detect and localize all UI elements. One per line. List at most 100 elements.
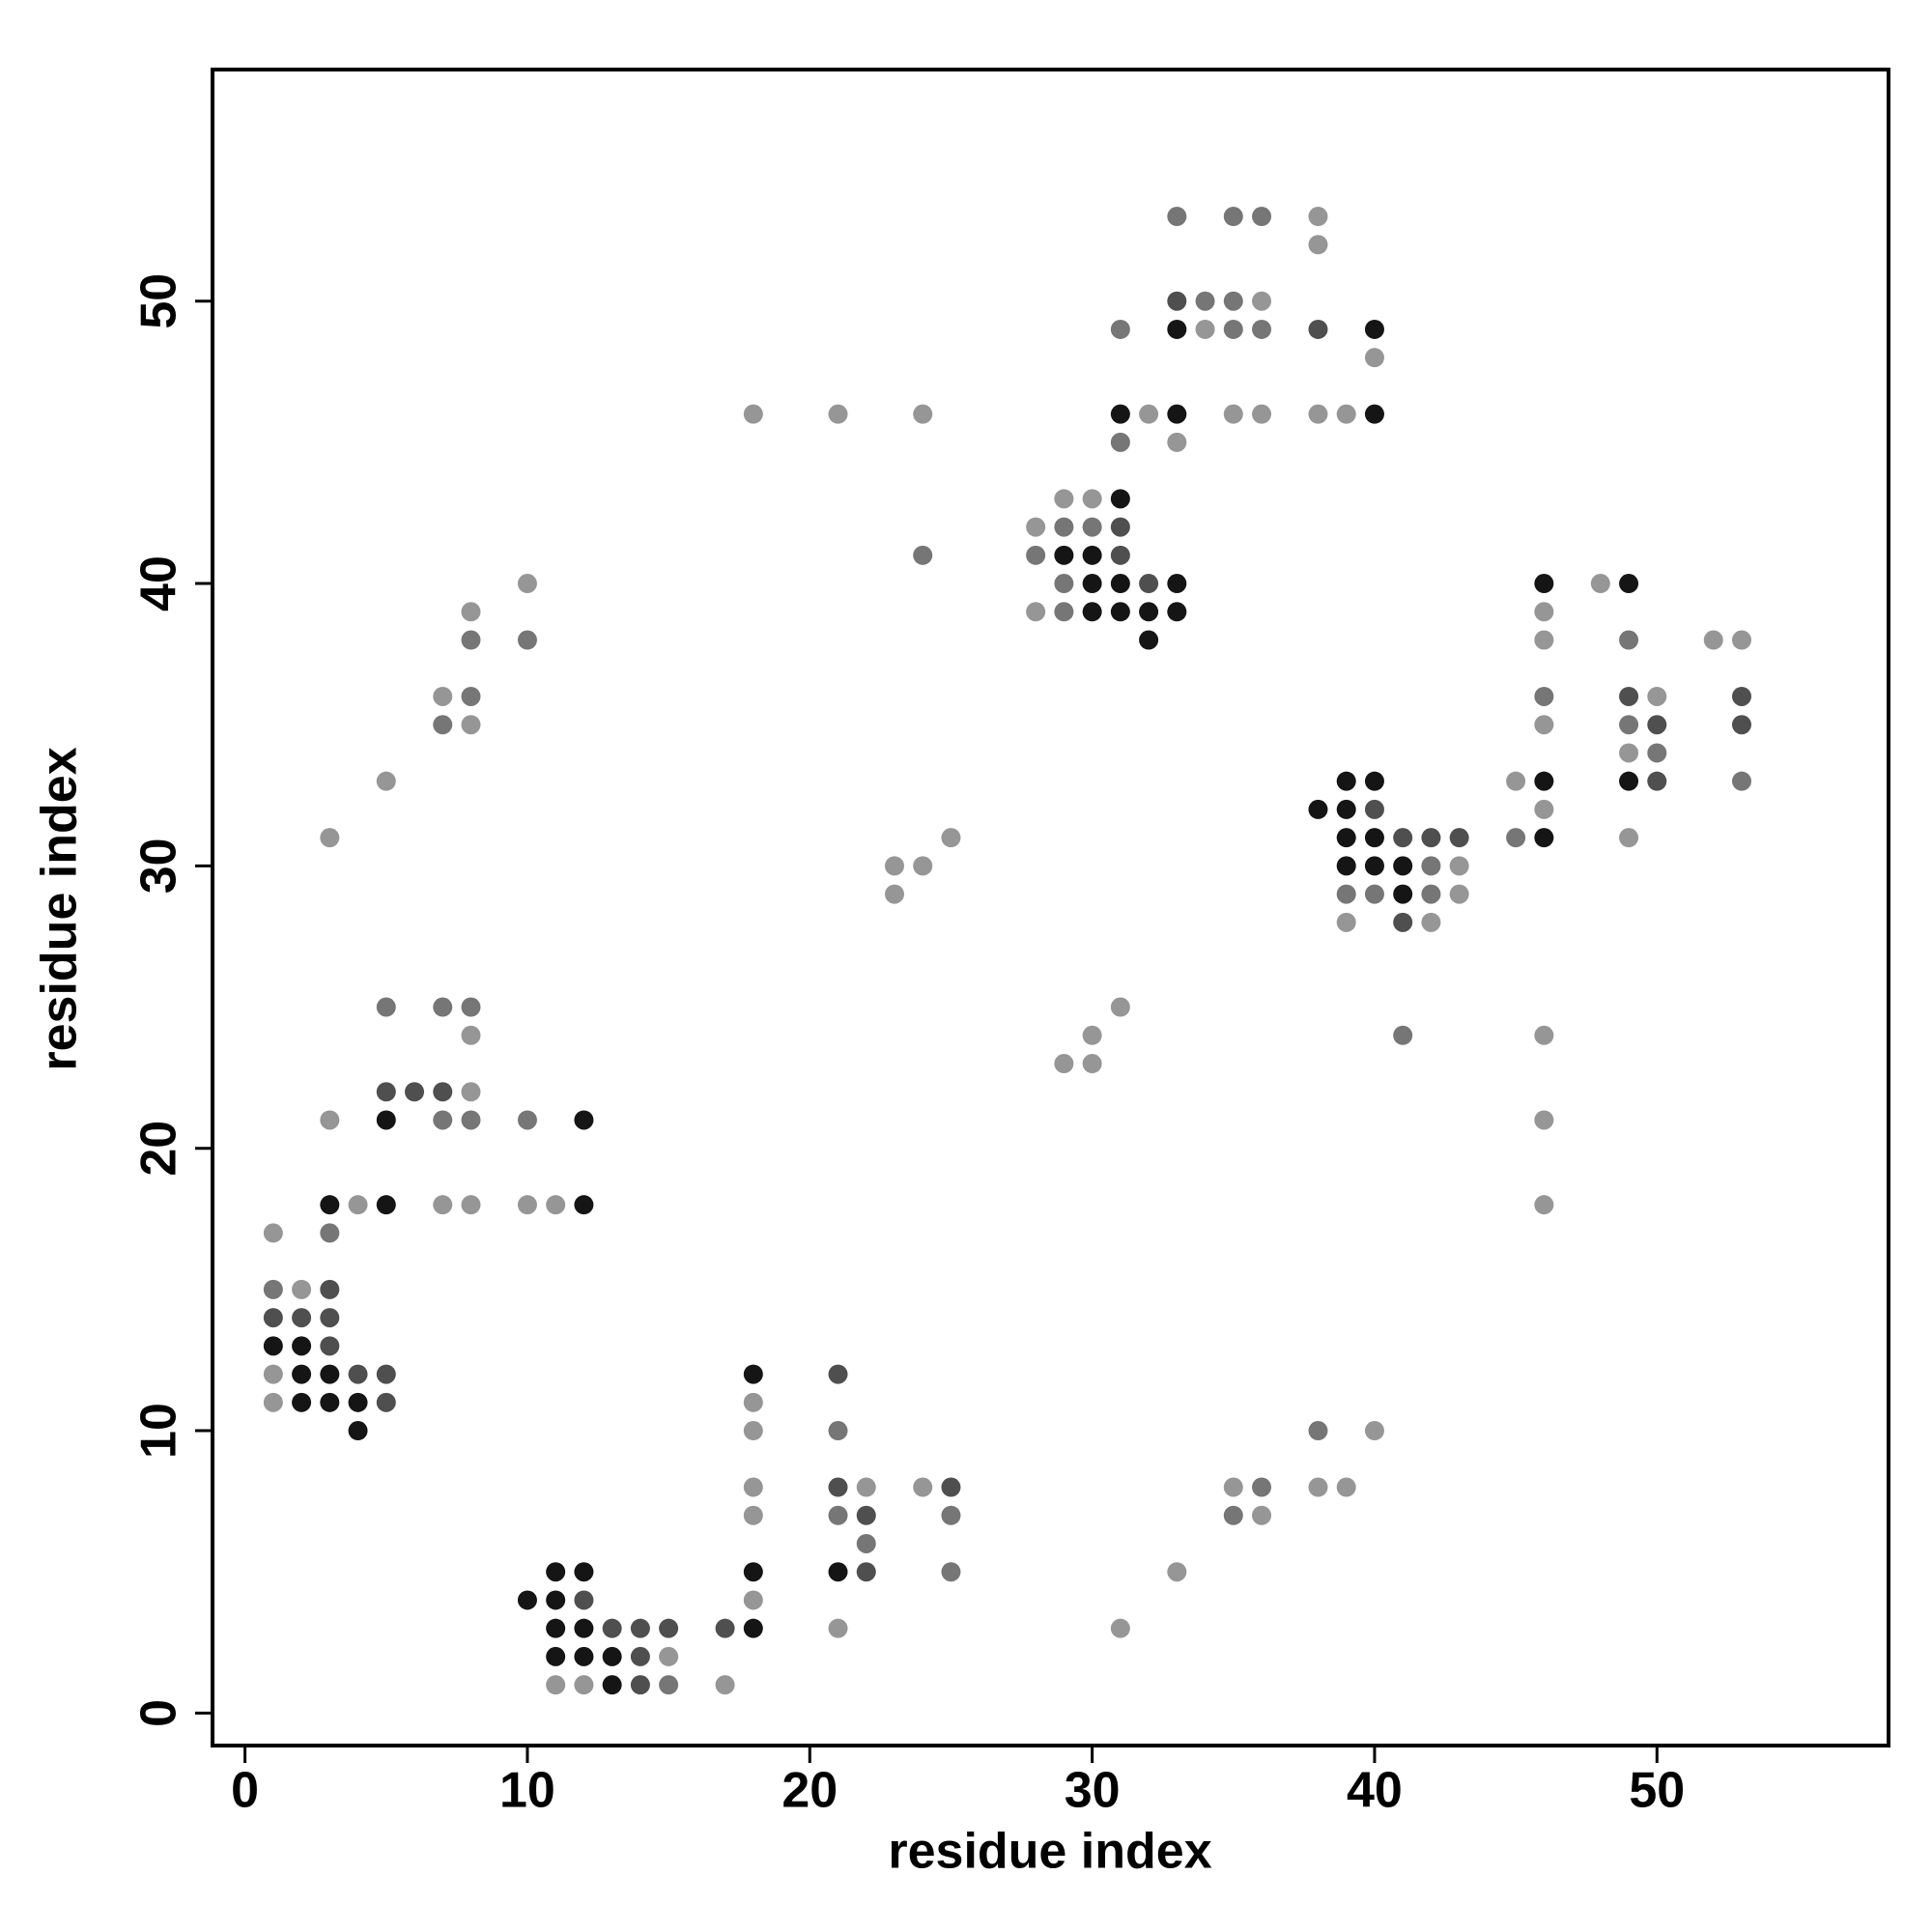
- point: [433, 997, 453, 1017]
- point: [715, 1618, 735, 1638]
- point: [1223, 1477, 1243, 1497]
- point: [292, 1308, 312, 1328]
- point: [1082, 574, 1102, 594]
- point: [1110, 319, 1130, 339]
- point: [1336, 1477, 1356, 1497]
- point: [1647, 715, 1667, 735]
- point: [659, 1675, 679, 1695]
- point: [1364, 1421, 1384, 1441]
- point: [1308, 207, 1328, 227]
- point: [715, 1675, 735, 1695]
- point: [1393, 884, 1413, 904]
- point: [263, 1223, 283, 1243]
- point: [1054, 574, 1074, 594]
- point: [1364, 828, 1384, 848]
- point: [1421, 828, 1441, 848]
- point: [1223, 207, 1243, 227]
- point: [1110, 489, 1130, 509]
- point: [1590, 574, 1610, 594]
- point: [1054, 545, 1074, 565]
- point: [1223, 291, 1243, 311]
- point: [1167, 1562, 1187, 1582]
- point: [517, 1590, 537, 1610]
- point: [856, 1505, 876, 1525]
- point: [1110, 432, 1130, 452]
- point: [1026, 602, 1046, 622]
- point: [1054, 602, 1074, 622]
- point: [1308, 1421, 1328, 1441]
- point: [1731, 715, 1751, 735]
- point: [546, 1195, 566, 1215]
- point: [1167, 602, 1187, 622]
- y-tick-label: 20: [131, 1121, 187, 1177]
- point: [1139, 574, 1159, 594]
- point: [1619, 574, 1639, 594]
- point: [1139, 602, 1159, 622]
- point: [263, 1336, 283, 1356]
- point: [1364, 319, 1384, 339]
- point: [1082, 1025, 1102, 1045]
- point: [1703, 630, 1723, 650]
- point: [743, 1562, 763, 1582]
- point: [913, 404, 933, 424]
- point: [1421, 884, 1441, 904]
- point: [1731, 771, 1751, 791]
- x-tick-label: 20: [781, 1763, 838, 1819]
- point: [1167, 207, 1187, 227]
- point: [546, 1562, 566, 1582]
- point: [1082, 602, 1102, 622]
- point: [1110, 574, 1130, 594]
- point: [461, 1195, 481, 1215]
- point: [292, 1392, 312, 1412]
- point: [1082, 545, 1102, 565]
- y-tick-label: 0: [131, 1699, 187, 1727]
- point: [292, 1279, 312, 1299]
- point: [1336, 404, 1356, 424]
- point: [1393, 828, 1413, 848]
- point: [1110, 404, 1130, 424]
- point: [376, 1195, 396, 1215]
- point: [1534, 602, 1554, 622]
- point: [630, 1675, 650, 1695]
- point: [1336, 884, 1356, 904]
- point: [1167, 574, 1187, 594]
- point: [1336, 856, 1356, 876]
- point: [1026, 545, 1046, 565]
- point: [517, 630, 537, 650]
- point: [1619, 743, 1639, 763]
- point: [1308, 235, 1328, 255]
- point: [1082, 517, 1102, 537]
- plot-frame: [211, 68, 1890, 1747]
- point: [1534, 799, 1554, 819]
- point: [828, 1505, 848, 1525]
- point: [1449, 856, 1469, 876]
- point: [1223, 1505, 1243, 1525]
- point: [1167, 319, 1187, 339]
- point: [1195, 291, 1215, 311]
- point: [546, 1675, 566, 1695]
- point: [1364, 884, 1384, 904]
- point: [1026, 517, 1046, 537]
- point: [1534, 771, 1554, 791]
- point: [1534, 1195, 1554, 1215]
- point: [1336, 771, 1356, 791]
- point: [602, 1646, 622, 1666]
- point: [659, 1646, 679, 1666]
- point: [856, 1533, 876, 1553]
- point: [461, 997, 481, 1017]
- point: [546, 1590, 566, 1610]
- point: [1308, 404, 1328, 424]
- point: [405, 1082, 425, 1102]
- point: [1364, 348, 1384, 368]
- x-tick-label: 10: [499, 1763, 555, 1819]
- point: [433, 1195, 453, 1215]
- point: [743, 404, 763, 424]
- point: [1252, 1477, 1272, 1497]
- point: [1223, 404, 1243, 424]
- point: [1619, 715, 1639, 735]
- x-tick-label: 0: [231, 1763, 259, 1819]
- point: [828, 1562, 848, 1582]
- point: [1421, 856, 1441, 876]
- point: [1619, 828, 1639, 848]
